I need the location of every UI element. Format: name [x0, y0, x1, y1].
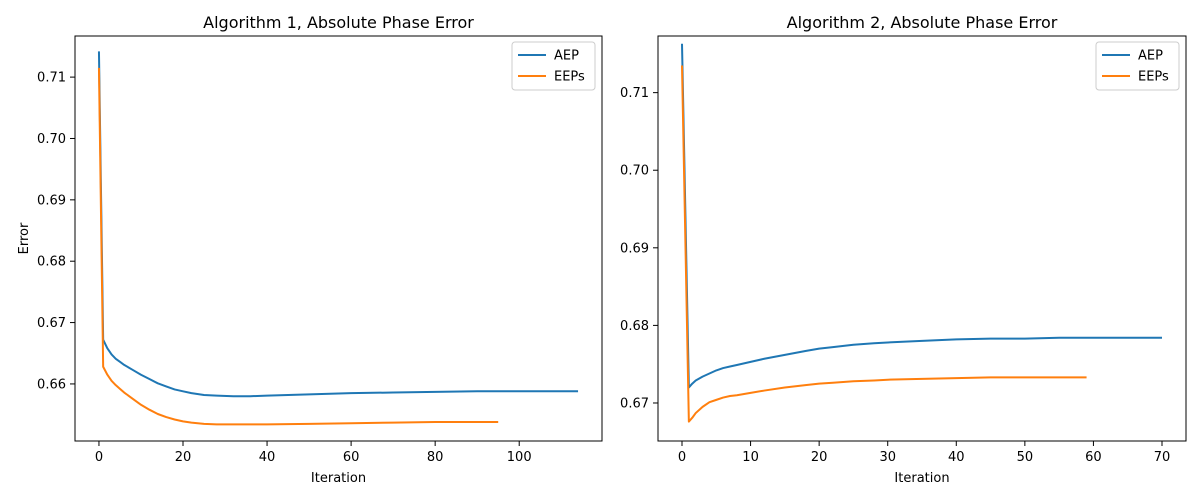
x-tick-label: 50: [1017, 450, 1034, 465]
y-tick-label: 0.67: [37, 316, 66, 331]
y-tick-label: 0.68: [620, 319, 649, 334]
x-tick-label: 0: [95, 450, 103, 465]
x-tick-label: 60: [343, 450, 360, 465]
legend-label-eeps: EEPs: [1138, 70, 1169, 85]
y-axis-label: Error: [17, 222, 32, 254]
x-axis-label: Iteration: [311, 471, 366, 486]
x-tick-label: 20: [175, 450, 192, 465]
x-tick-label: 60: [1085, 450, 1102, 465]
y-tick-label: 0.70: [620, 164, 649, 179]
y-tick-label: 0.69: [620, 241, 649, 256]
series-line-aep: [681, 43, 1162, 389]
chart-2: 0 10 20 30 40 50 60 70 0.67 0.68 0.69 0.70 0.71 Algor…: [620, 13, 1187, 486]
chart-title: Algorithm 1, Absolute Phase Error: [203, 13, 474, 32]
y-tick-label: 0.71: [37, 71, 66, 86]
series-line-eeps: [97, 67, 499, 426]
series-line-eeps: [681, 65, 1087, 423]
y-tick-label: 0.71: [620, 86, 649, 101]
y-tick-label: 0.66: [37, 377, 66, 392]
x-tick-label: 20: [811, 450, 828, 465]
x-tick-label: 80: [427, 450, 444, 465]
x-axis-label: Iteration: [894, 471, 949, 486]
x-tick-label: 100: [507, 450, 532, 465]
legend: AEP EEPs: [511, 41, 596, 91]
chart-title: Algorithm 2, Absolute Phase Error: [787, 13, 1058, 32]
legend-label-eeps: EEPs: [554, 70, 585, 85]
y-tick-label: 0.70: [37, 132, 66, 147]
plot-frame: [74, 35, 603, 442]
plot-frame: [657, 35, 1187, 442]
chart-1: 0 20 40 60 80 100 0.66 0.67 0.68 0.69 0.70 0.71 Algo…: [17, 13, 603, 486]
y-tick-label: 0.67: [620, 396, 649, 411]
series-line-aep: [97, 51, 579, 398]
x-tick-label: 40: [948, 450, 965, 465]
y-tick-label: 0.68: [37, 255, 66, 270]
y-tick-label: 0.69: [37, 193, 66, 208]
legend: AEP EEPs: [1095, 41, 1180, 91]
x-tick-label: 0: [678, 450, 686, 465]
x-tick-label: 30: [879, 450, 896, 465]
x-tick-label: 70: [1154, 450, 1171, 465]
legend-label-aep: AEP: [1138, 49, 1163, 64]
x-tick-label: 40: [259, 450, 276, 465]
legend-label-aep: AEP: [554, 49, 579, 64]
x-tick-label: 10: [742, 450, 759, 465]
